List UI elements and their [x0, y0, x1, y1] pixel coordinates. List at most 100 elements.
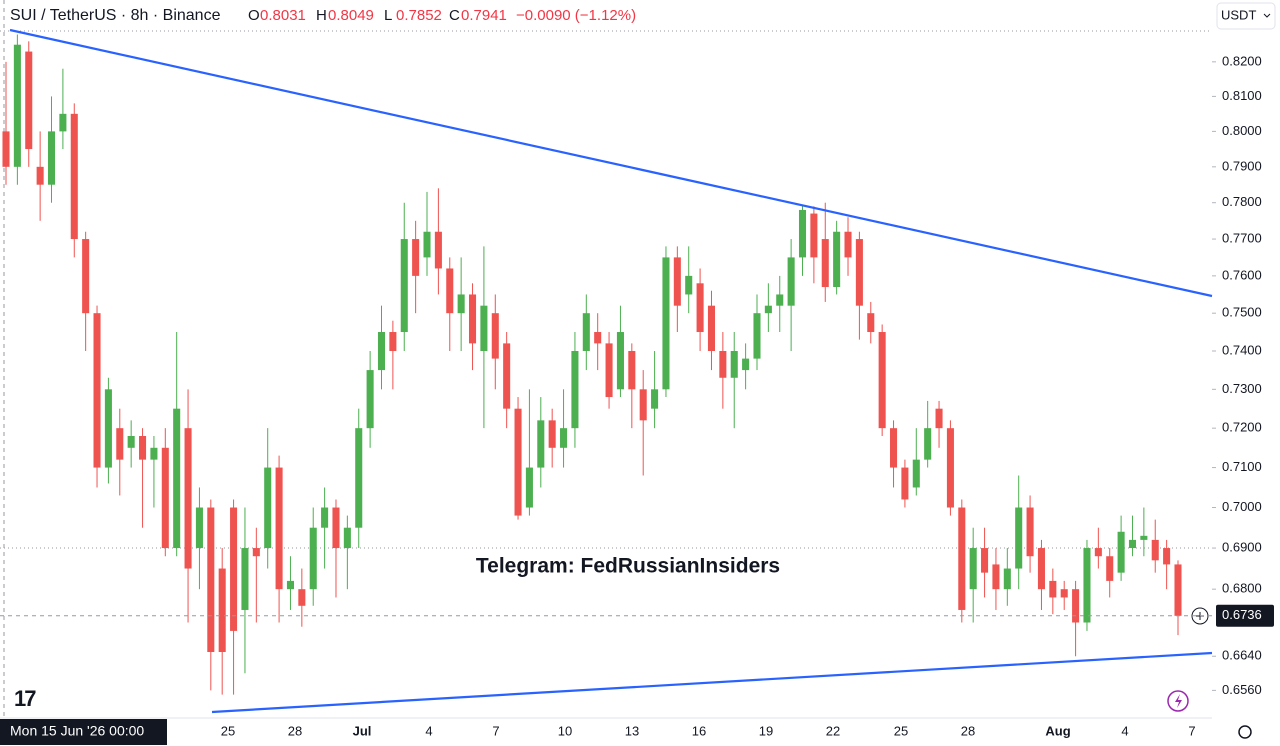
y-tick-label: 0.7700: [1222, 230, 1262, 245]
candle-body: [264, 467, 272, 549]
candle-body: [662, 257, 670, 390]
candle-body: [47, 131, 56, 185]
candle-body: [685, 275, 693, 295]
candle-body: [787, 257, 795, 306]
last-price-box: [1216, 604, 1274, 627]
candle-body: [343, 527, 351, 549]
candle-body: [810, 213, 818, 258]
currency[interactable]: USDT: [1221, 7, 1256, 22]
candle-body: [377, 332, 386, 371]
lightning: [1175, 694, 1182, 708]
candle-body: [1140, 535, 1148, 540]
settings-icon[interactable]: [1238, 725, 1252, 739]
candle-body: [309, 527, 317, 590]
candle-body: [1037, 548, 1045, 590]
candle-body: [423, 231, 431, 258]
candle-body: [480, 305, 488, 351]
candle-body: [1083, 548, 1091, 623]
currency-button[interactable]: [1216, 2, 1276, 30]
candle-body: [742, 358, 750, 371]
y-tick-label: 0.7900: [1222, 158, 1262, 173]
y-tick-label: 0.6900: [1222, 539, 1262, 554]
candle-body: [82, 239, 90, 314]
symbol-title: SUI / TetherUS · 8h · Binance: [10, 7, 221, 24]
candle-body: [730, 350, 738, 378]
x-tick-label: 19: [759, 723, 773, 738]
ohlc-value: 0.8049: [328, 7, 374, 24]
candle-body: [946, 428, 954, 508]
candle-body: [161, 447, 169, 549]
candle-body: [127, 436, 135, 448]
candle-body: [207, 507, 215, 653]
ohlc-label: L: [384, 7, 392, 24]
y-tick-label: 0.8000: [1222, 123, 1262, 138]
candle-body: [1003, 568, 1011, 590]
candle-body: [36, 166, 44, 185]
candle-body: [332, 507, 340, 549]
candle-body: [537, 420, 545, 468]
candle-body: [275, 467, 283, 590]
candle-body: [116, 428, 124, 460]
candle-body: [1106, 556, 1114, 581]
candle-body: [605, 343, 613, 398]
ohlc-value: 0.7852: [396, 7, 442, 24]
candle-body: [935, 408, 943, 429]
candle-body: [457, 294, 465, 314]
y-tick-label: 0.7800: [1222, 194, 1262, 209]
y-tick-label: 0.7000: [1222, 499, 1262, 514]
candle-body: [833, 231, 841, 288]
candle-body: [446, 268, 454, 314]
x-tick-label: 16: [692, 723, 706, 738]
y-tick-label: 0.6640: [1222, 648, 1262, 663]
x-tick-label: 4: [1121, 723, 1128, 738]
candle-body: [673, 257, 681, 306]
candle-body: [321, 507, 329, 528]
candle-body: [560, 428, 568, 448]
candle-body: [924, 428, 932, 460]
trendline: [211, 651, 1213, 714]
candle-body: [2, 131, 10, 167]
candle-body: [104, 389, 112, 468]
candle-body: [901, 467, 909, 500]
chevron: [1263, 13, 1271, 18]
candle-body: [468, 294, 477, 344]
candle-body: [798, 209, 807, 258]
candle-body: [355, 428, 363, 528]
candle-body: [195, 507, 203, 549]
candle-body: [1174, 564, 1182, 616]
x-tick-label: 7: [1188, 723, 1195, 738]
trendline: [9, 28, 1213, 298]
candle-body: [696, 283, 704, 333]
candle-body: [1128, 539, 1137, 549]
candle-body: [912, 459, 920, 488]
candle-body: [1049, 580, 1057, 598]
lightning-icon[interactable]: [1167, 690, 1189, 712]
y-tick-label: 0.7500: [1222, 305, 1262, 320]
candle-body: [992, 564, 1000, 590]
y-tick-label: 0.7200: [1222, 420, 1262, 435]
y-tick-label: 0.8200: [1222, 53, 1262, 68]
candle-body: [594, 332, 602, 344]
candle-body: [981, 548, 989, 573]
candle-body: [173, 408, 181, 549]
candle-body: [548, 420, 556, 448]
candle-body: [855, 239, 863, 306]
y-tick-label: 0.8100: [1222, 88, 1262, 103]
candle-body: [434, 231, 442, 269]
candle-body: [890, 428, 898, 468]
candle-body: [1015, 507, 1023, 569]
candle-body: [252, 548, 260, 557]
candle-body: [616, 332, 624, 390]
y-tick-label: 0.7600: [1222, 267, 1262, 282]
candle-body: [59, 113, 67, 132]
candle-body: [969, 548, 977, 590]
candle-body: [241, 548, 249, 610]
candles: [2, 34, 1182, 695]
x-tick-label: 22: [826, 723, 840, 738]
candle-body: [867, 313, 875, 333]
candle-body: [958, 507, 966, 610]
candle-body: [776, 294, 784, 306]
candle-body: [218, 568, 226, 653]
